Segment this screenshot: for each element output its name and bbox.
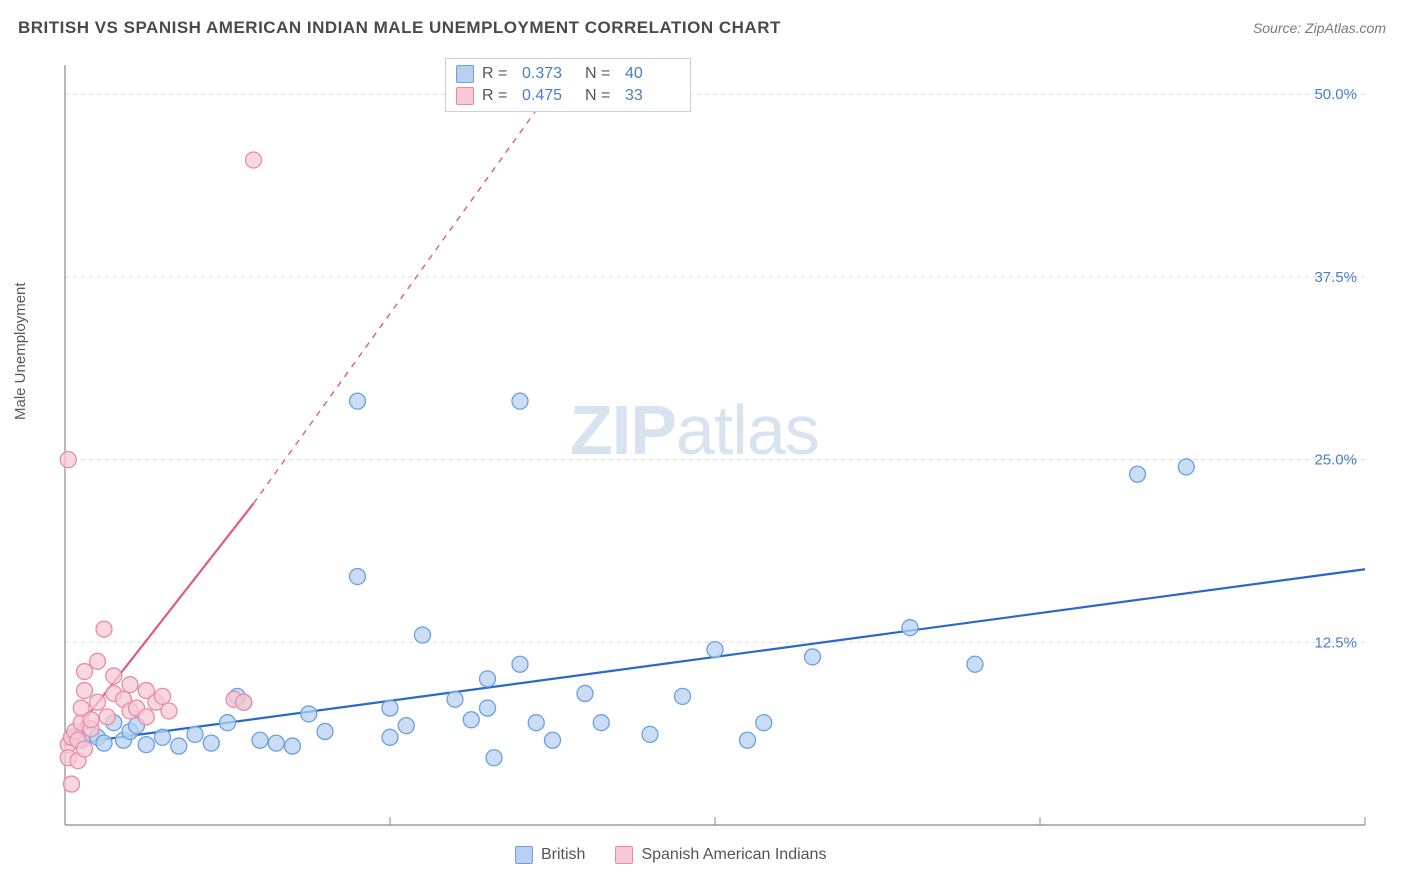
n-value: 33: [625, 87, 680, 105]
legend-correlation: R = 0.373 N = 40 R = 0.475 N = 33: [445, 58, 691, 112]
source-attribution: Source: ZipAtlas.com: [1253, 20, 1386, 36]
scatter-plot: 12.5% 25.0% 37.5% 50.0% 0.0% 40.0%: [55, 55, 1375, 835]
svg-text:25.0%: 25.0%: [1314, 452, 1357, 469]
legend-swatch: [456, 87, 474, 105]
chart-container: 12.5% 25.0% 37.5% 50.0% 0.0% 40.0%: [55, 55, 1375, 835]
n-value: 40: [625, 65, 680, 83]
r-value: 0.475: [522, 87, 577, 105]
legend-row: R = 0.373 N = 40: [456, 63, 680, 85]
svg-text:37.5%: 37.5%: [1314, 269, 1357, 286]
legend-swatch: [615, 846, 633, 864]
legend-series: British Spanish American Indians: [515, 846, 826, 864]
n-label: N =: [585, 65, 617, 83]
r-value: 0.373: [522, 65, 577, 83]
r-label: R =: [482, 87, 514, 105]
y-axis-label: Male Unemployment: [12, 282, 29, 420]
page-title: BRITISH VS SPANISH AMERICAN INDIAN MALE …: [18, 18, 781, 38]
r-label: R =: [482, 65, 514, 83]
legend-item: Spanish American Indians: [615, 846, 826, 864]
svg-text:12.5%: 12.5%: [1314, 634, 1357, 651]
legend-label: Spanish American Indians: [641, 846, 826, 864]
svg-text:50.0%: 50.0%: [1314, 86, 1357, 103]
legend-label: British: [541, 846, 585, 864]
svg-text:0.0%: 0.0%: [69, 834, 103, 835]
svg-text:40.0%: 40.0%: [1318, 834, 1361, 835]
legend-row: R = 0.475 N = 33: [456, 85, 680, 107]
legend-swatch: [515, 846, 533, 864]
n-label: N =: [585, 87, 617, 105]
legend-item: British: [515, 846, 585, 864]
legend-swatch: [456, 65, 474, 83]
